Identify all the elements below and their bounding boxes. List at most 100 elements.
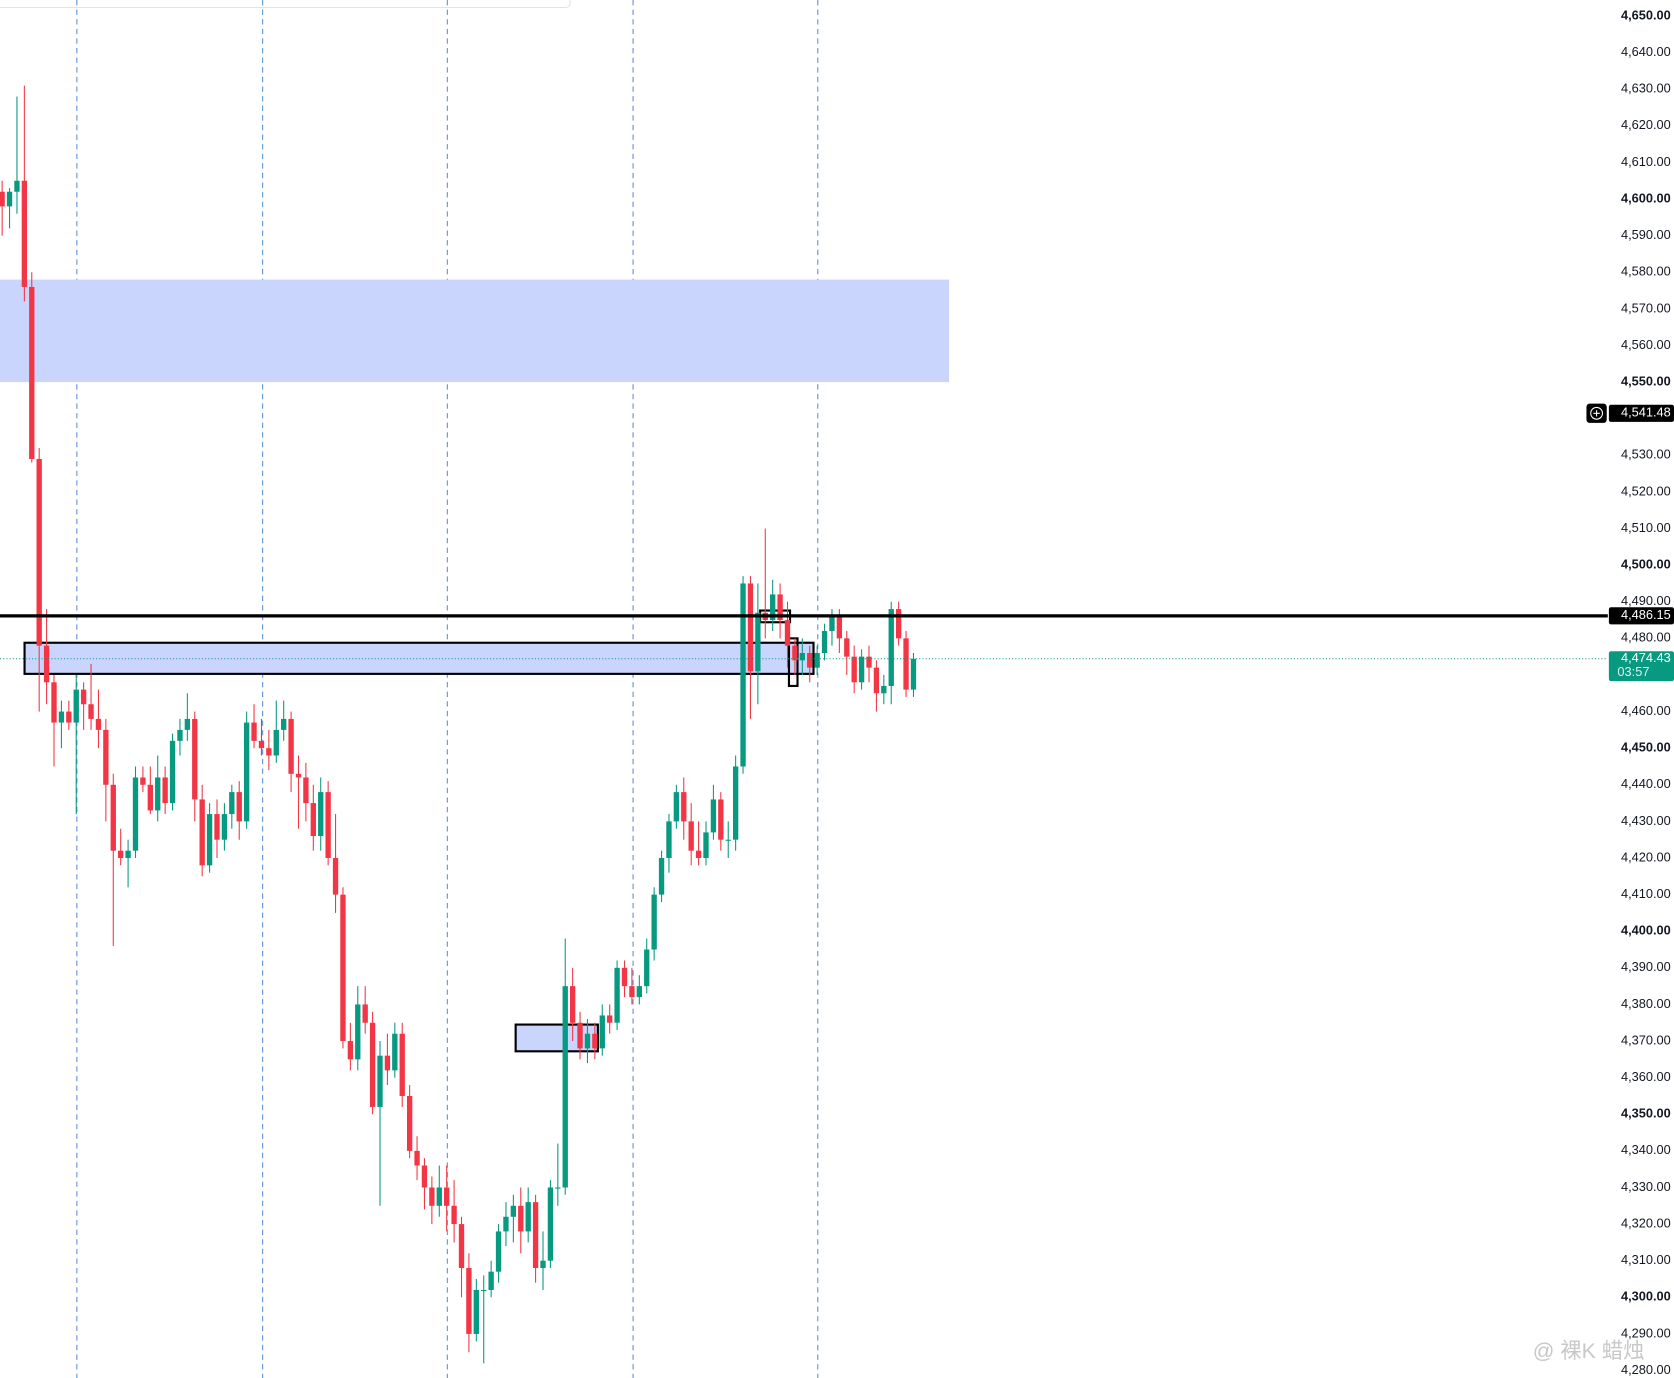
candle-body (273, 729, 279, 756)
zone (787, 637, 799, 688)
candle-body (377, 1055, 383, 1107)
watermark: @ 裸K 蜡烛 (1533, 1339, 1645, 1363)
y-tick-label: 4,570.00 (1621, 300, 1671, 315)
y-tick-label: 4,400.00 (1621, 923, 1671, 938)
candle-body (710, 799, 717, 833)
zones (0, 279, 950, 1053)
candle-body (540, 1260, 546, 1269)
y-tick-label: 4,520.00 (1621, 483, 1671, 498)
candle-body (110, 784, 116, 851)
candle-body (80, 689, 87, 705)
candle-body (355, 1004, 361, 1060)
candle-body (703, 832, 709, 859)
candle-body (436, 1187, 442, 1206)
candle-body (881, 685, 887, 694)
candle-body (73, 689, 79, 723)
candle-body (169, 740, 176, 804)
alert-icon-plus (1593, 410, 1600, 417)
alert-icon (1590, 406, 1604, 420)
y-tick-label: 4,650.00 (1621, 7, 1671, 22)
alert-badge (1608, 404, 1674, 422)
candle-body (421, 1165, 428, 1188)
candle-body (651, 894, 657, 950)
candle-body (673, 792, 680, 822)
candle-body (429, 1187, 435, 1206)
y-tick-label: 4,580.00 (1621, 264, 1671, 279)
alert-label: 4,541.48 (1621, 405, 1671, 420)
candle-body (888, 609, 894, 686)
candle-body (836, 616, 843, 639)
candle-body (281, 718, 287, 730)
candle-body (718, 799, 724, 840)
candle-body (510, 1205, 517, 1217)
candle-body (607, 1015, 613, 1023)
candle-body (532, 1202, 539, 1269)
candle-body (903, 638, 909, 690)
y-tick-label: 4,490.00 (1621, 593, 1671, 608)
y-tick-label: 4,430.00 (1621, 813, 1671, 828)
candle-body (851, 656, 857, 683)
candle-body (155, 777, 161, 811)
y-tick-label: 4,420.00 (1621, 849, 1671, 864)
candle-body (644, 949, 650, 987)
candle-body (303, 777, 309, 804)
candle-body (325, 792, 331, 859)
candle-body (288, 718, 294, 774)
candle-body (414, 1150, 420, 1166)
candle-body (36, 458, 42, 646)
candle-body (829, 616, 835, 632)
candle-body (118, 850, 124, 859)
y-tick-label: 4,350.00 (1621, 1106, 1671, 1121)
candle-body (495, 1231, 502, 1272)
y-tick-label: 4,360.00 (1621, 1069, 1671, 1084)
candle-body (369, 1022, 376, 1107)
candle-body (873, 667, 880, 694)
candle-body (177, 729, 183, 741)
y-tick-label: 4,600.00 (1621, 190, 1671, 205)
candle-body (192, 718, 198, 800)
candle-body (562, 986, 568, 1188)
candle-body (258, 740, 265, 749)
y-tick-label: 4,280.00 (1621, 1362, 1671, 1377)
candle-body (318, 792, 324, 837)
candle-body (584, 1033, 591, 1049)
candle-body (362, 1004, 368, 1023)
candle-body (243, 722, 250, 822)
candle-body (525, 1202, 531, 1232)
y-tick-label: 4,380.00 (1621, 996, 1671, 1011)
candle-body (658, 858, 665, 895)
candle-body (51, 682, 57, 723)
candle-body (206, 814, 213, 866)
y-tick-label: 4,310.00 (1621, 1252, 1671, 1267)
y-tick-label: 4,320.00 (1621, 1215, 1671, 1230)
candle-body (681, 792, 687, 822)
y-tick-label: 4,450.00 (1621, 740, 1671, 755)
y-tick-label: 4,530.00 (1621, 447, 1671, 462)
y-tick-label: 4,440.00 (1621, 776, 1671, 791)
candle-body (236, 792, 242, 822)
y-tick-label: 4,590.00 (1621, 227, 1671, 242)
candle-body (807, 653, 813, 668)
candle-body (866, 656, 872, 668)
candle-body (614, 967, 620, 1023)
candle-body (384, 1055, 391, 1071)
candle-body (910, 658, 917, 690)
candle-body (858, 656, 865, 683)
candle-body (481, 1289, 487, 1292)
panel-edge (0, 0, 571, 9)
zone (0, 279, 950, 383)
candle-body (784, 620, 791, 646)
candle-body (66, 711, 72, 723)
candle-body (555, 1187, 561, 1189)
y-tick-label: 4,630.00 (1621, 81, 1671, 96)
candle-body (777, 594, 783, 621)
candle-body (747, 583, 754, 672)
candle-body (184, 718, 191, 730)
candle-body (688, 821, 694, 851)
candle-body (503, 1216, 509, 1232)
candle-body (821, 631, 828, 654)
candle-body (214, 814, 220, 840)
y-tick-label: 4,510.00 (1621, 520, 1671, 535)
